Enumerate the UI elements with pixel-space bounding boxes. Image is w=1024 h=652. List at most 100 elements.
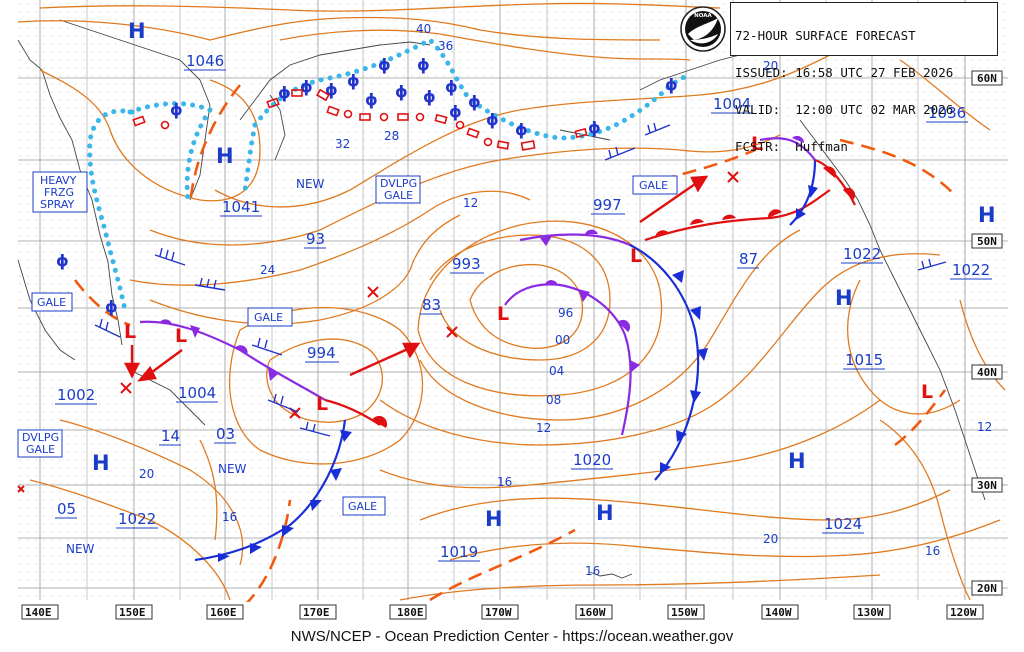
- svg-text:DVLPG: DVLPG: [380, 177, 417, 190]
- svg-text:24: 24: [260, 263, 275, 277]
- svg-text:30N: 30N: [977, 479, 997, 492]
- ice-edge: [87, 36, 693, 313]
- cold-front: [629, 244, 700, 481]
- svg-text:160E: 160E: [210, 606, 237, 619]
- header-title: 72-HOUR SURFACE FORECAST: [735, 27, 916, 43]
- svg-text:00: 00: [555, 333, 570, 347]
- svg-text:ɸ: ɸ: [105, 297, 118, 316]
- forecast-header: 72-HOUR SURFACE FORECAST ISSUED: 16:58 U…: [730, 2, 998, 153]
- svg-text:40N: 40N: [977, 366, 997, 379]
- svg-text:1022: 1022: [952, 261, 990, 279]
- svg-text:180E: 180E: [397, 606, 424, 619]
- dvlpg-gale-box-north: DVLPG GALE: [375, 175, 421, 204]
- gale-box: GALE: [632, 175, 678, 195]
- high-centers: H H H H H H H H: [92, 19, 996, 531]
- svg-text:NEW: NEW: [296, 177, 325, 191]
- lon-label: 170E: [299, 604, 337, 620]
- ridge-marks: [132, 88, 588, 151]
- svg-text:ɸ: ɸ: [423, 87, 436, 106]
- svg-text:96: 96: [558, 306, 573, 320]
- svg-text:150E: 150E: [119, 606, 146, 619]
- lon-label: 140W: [761, 604, 799, 620]
- svg-text:ɸ: ɸ: [588, 118, 601, 137]
- svg-text:DVLPG: DVLPG: [22, 431, 59, 444]
- svg-text:1004: 1004: [178, 384, 216, 402]
- heavy-frzg-spray-line2: FRZG: [44, 186, 74, 199]
- svg-text:H: H: [835, 286, 853, 310]
- svg-text:H: H: [92, 451, 110, 475]
- svg-text:170E: 170E: [303, 606, 330, 619]
- svg-text:L: L: [124, 321, 136, 343]
- svg-text:14: 14: [161, 427, 180, 445]
- svg-text:16: 16: [585, 564, 600, 578]
- header-forecaster: FCSTR: Huffman: [735, 139, 848, 155]
- svg-text:20: 20: [139, 467, 154, 481]
- lon-label: 150E: [115, 604, 153, 620]
- svg-text:170W: 170W: [485, 606, 512, 619]
- lon-label: 130W: [853, 604, 891, 620]
- svg-text:ɸ: ɸ: [347, 71, 360, 90]
- svg-text:L: L: [316, 393, 328, 415]
- lon-label: 170W: [481, 604, 519, 620]
- svg-text:ɸ: ɸ: [378, 55, 391, 74]
- svg-text:50N: 50N: [977, 235, 997, 248]
- svg-text:1046: 1046: [186, 52, 224, 70]
- svg-text:ɸ: ɸ: [56, 251, 69, 270]
- coastlines: [17, 19, 986, 579]
- svg-text:ɸ: ɸ: [468, 92, 481, 111]
- svg-text:994: 994: [307, 344, 336, 362]
- svg-text:ɸ: ɸ: [417, 55, 430, 74]
- svg-text:ɸ: ɸ: [365, 90, 378, 109]
- dvlpg-gale-box-west: DVLPG GALE: [17, 429, 63, 458]
- pressure-labels: 1046 1041 1004 1036 997 993 93 83 87 102…: [57, 52, 990, 561]
- svg-text:1019: 1019: [440, 543, 478, 561]
- fronts: [139, 137, 856, 562]
- svg-text:997: 997: [593, 196, 622, 214]
- svg-text:12: 12: [463, 196, 478, 210]
- svg-text:16: 16: [222, 510, 237, 524]
- occluded-front: [519, 233, 631, 247]
- svg-text:GALE: GALE: [639, 179, 668, 192]
- latitude-labels: 60N 50N 40N 30N 20N: [971, 70, 1003, 596]
- heavy-frzg-spray-line3: SPRAY: [40, 198, 74, 211]
- svg-text:83: 83: [422, 296, 441, 314]
- svg-text:ɸ: ɸ: [449, 102, 462, 121]
- svg-text:H: H: [216, 144, 234, 168]
- low-centers: L L L L L L L: [124, 133, 933, 415]
- lon-label: 160W: [575, 604, 613, 620]
- svg-text:03: 03: [216, 425, 235, 443]
- x-marks: [17, 171, 739, 493]
- gale-box: GALE: [342, 496, 386, 516]
- svg-text:28: 28: [384, 129, 399, 143]
- longitude-labels: 140E 150E 160E 170E 180E 170W 160W 150W …: [18, 602, 1008, 622]
- wind-barbs: [94, 122, 947, 437]
- svg-text:L: L: [630, 245, 642, 267]
- svg-text:ɸ: ɸ: [445, 77, 458, 96]
- lat-label: 20N: [971, 580, 1003, 596]
- svg-text:1041: 1041: [222, 198, 260, 216]
- svg-text:993: 993: [452, 255, 481, 273]
- heavy-frzg-spray-line1: HEAVY: [40, 174, 77, 187]
- lon-label: 120W: [946, 604, 984, 620]
- svg-text:GALE: GALE: [254, 311, 283, 324]
- svg-text:36: 36: [438, 39, 453, 53]
- gale-box: GALE: [31, 292, 73, 312]
- svg-text:08: 08: [546, 393, 561, 407]
- lat-label: 30N: [971, 477, 1003, 493]
- lat-label: 50N: [971, 233, 1003, 249]
- footer-credit: NWS/NCEP - Ocean Prediction Center - htt…: [290, 628, 734, 645]
- svg-text:L: L: [921, 381, 933, 403]
- lat-label: 40N: [971, 364, 1003, 380]
- svg-text:ɸ: ɸ: [170, 100, 183, 119]
- svg-text:1015: 1015: [845, 351, 883, 369]
- svg-text:16: 16: [497, 475, 512, 489]
- svg-text:GALE: GALE: [37, 296, 66, 309]
- heavy-frzg-spray-box: HEAVY FRZG SPRAY: [32, 171, 88, 213]
- svg-text:93: 93: [306, 230, 325, 248]
- svg-text:12: 12: [536, 421, 551, 435]
- svg-text:140E: 140E: [25, 606, 52, 619]
- movement-arrows: [124, 175, 709, 382]
- svg-text:1024: 1024: [824, 515, 862, 533]
- svg-text:120W: 120W: [950, 606, 977, 619]
